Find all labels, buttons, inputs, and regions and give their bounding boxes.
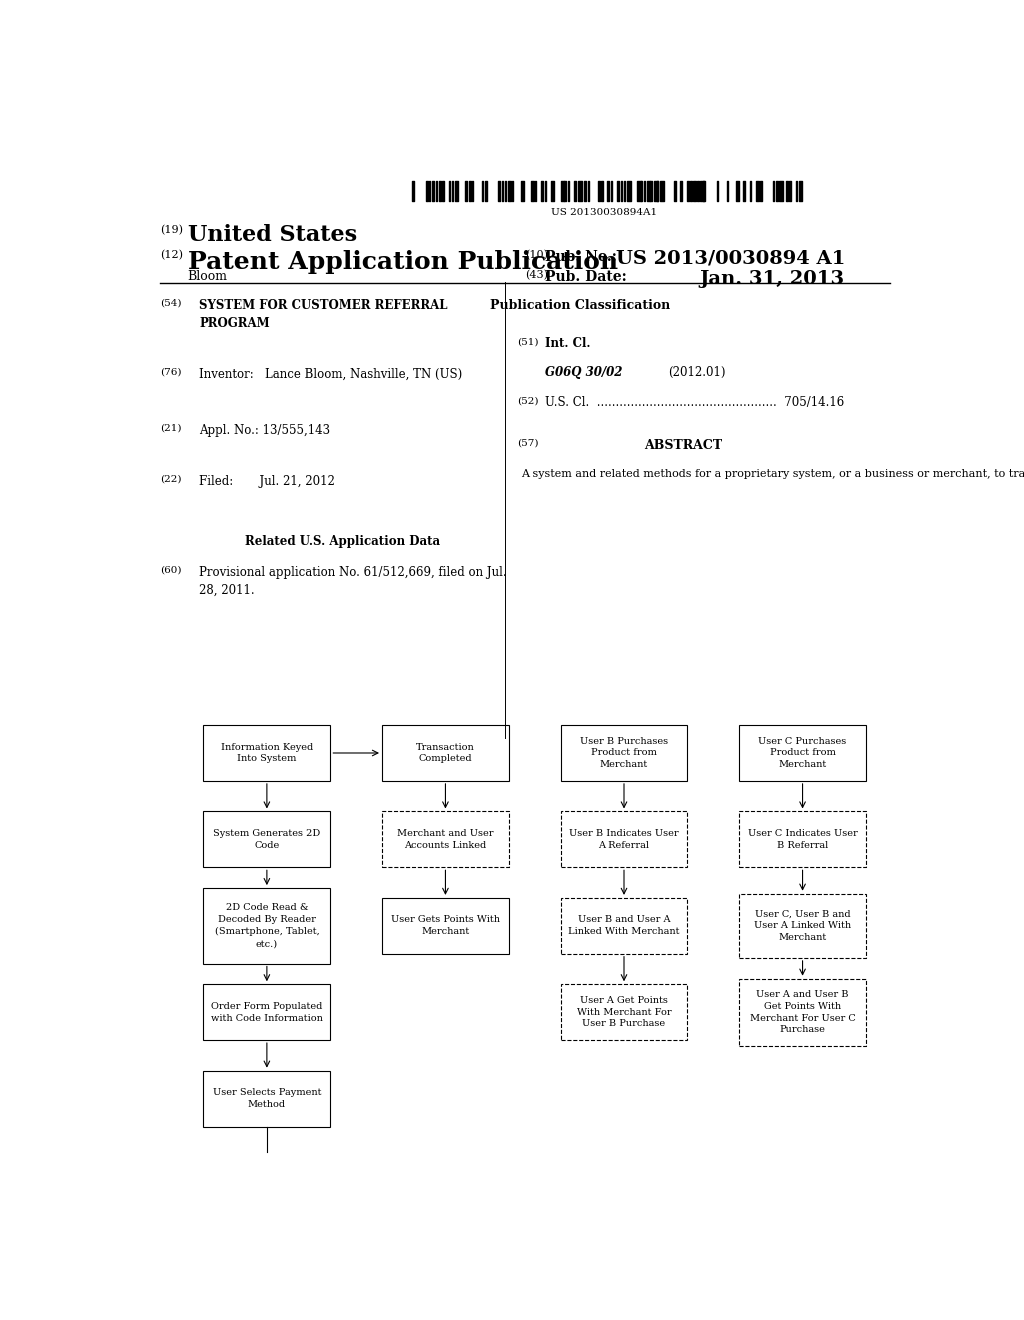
FancyBboxPatch shape xyxy=(739,894,866,958)
Text: User Selects Payment
Method: User Selects Payment Method xyxy=(213,1088,322,1109)
FancyBboxPatch shape xyxy=(560,898,687,954)
Text: Order Form Populated
with Code Information: Order Form Populated with Code Informati… xyxy=(211,1002,323,1023)
Text: United States: United States xyxy=(187,224,356,247)
Text: (12): (12) xyxy=(160,249,182,260)
Text: (2012.01): (2012.01) xyxy=(668,366,725,379)
Text: (43): (43) xyxy=(524,271,548,281)
Text: US 20130030894A1: US 20130030894A1 xyxy=(551,209,657,218)
Text: Jan. 31, 2013: Jan. 31, 2013 xyxy=(699,271,845,288)
FancyBboxPatch shape xyxy=(204,888,331,964)
FancyBboxPatch shape xyxy=(739,978,866,1045)
Text: G06Q 30/02: G06Q 30/02 xyxy=(545,366,622,379)
FancyBboxPatch shape xyxy=(204,725,331,781)
Text: Patent Application Publication: Patent Application Publication xyxy=(187,249,617,273)
Text: User B and User A
Linked With Merchant: User B and User A Linked With Merchant xyxy=(568,915,680,936)
Text: (60): (60) xyxy=(160,566,181,576)
Text: Pub. Date:: Pub. Date: xyxy=(545,271,627,284)
FancyBboxPatch shape xyxy=(382,812,509,867)
Text: User A Get Points
With Merchant For
User B Purchase: User A Get Points With Merchant For User… xyxy=(577,995,672,1028)
Text: SYSTEM FOR CUSTOMER REFERRAL
PROGRAM: SYSTEM FOR CUSTOMER REFERRAL PROGRAM xyxy=(200,298,447,330)
Text: User C Purchases
Product from
Merchant: User C Purchases Product from Merchant xyxy=(759,737,847,770)
Text: User A and User B
Get Points With
Merchant For User C
Purchase: User A and User B Get Points With Mercha… xyxy=(750,990,855,1035)
Text: ABSTRACT: ABSTRACT xyxy=(644,440,723,451)
Text: User C Indicates User
B Referral: User C Indicates User B Referral xyxy=(748,829,857,850)
FancyBboxPatch shape xyxy=(560,985,687,1040)
Text: User B Indicates User
A Referral: User B Indicates User A Referral xyxy=(569,829,679,850)
Text: (52): (52) xyxy=(517,396,539,405)
FancyBboxPatch shape xyxy=(382,898,509,954)
Text: (21): (21) xyxy=(160,424,181,433)
Text: Pub. No.:: Pub. No.: xyxy=(545,249,616,264)
Text: Int. Cl.: Int. Cl. xyxy=(545,338,590,350)
Text: (10): (10) xyxy=(524,249,548,260)
FancyBboxPatch shape xyxy=(739,725,866,781)
Text: (22): (22) xyxy=(160,474,181,483)
Text: Appl. No.: 13/555,143: Appl. No.: 13/555,143 xyxy=(200,424,331,437)
FancyBboxPatch shape xyxy=(560,812,687,867)
Text: System Generates 2D
Code: System Generates 2D Code xyxy=(213,829,321,850)
Text: Transaction
Completed: Transaction Completed xyxy=(416,743,475,763)
FancyBboxPatch shape xyxy=(382,725,509,781)
Text: (57): (57) xyxy=(517,440,539,447)
Text: Related U.S. Application Data: Related U.S. Application Data xyxy=(245,536,440,549)
Text: Information Keyed
Into System: Information Keyed Into System xyxy=(221,743,313,763)
Text: User Gets Points With
Merchant: User Gets Points With Merchant xyxy=(391,915,500,936)
Text: Filed:       Jul. 21, 2012: Filed: Jul. 21, 2012 xyxy=(200,474,335,487)
Text: U.S. Cl.  ................................................  705/14.16: U.S. Cl. ...............................… xyxy=(545,396,844,409)
Text: Bloom: Bloom xyxy=(187,271,227,284)
Text: A system and related methods for a proprietary system, or a business or merchant: A system and related methods for a propr… xyxy=(521,470,1024,479)
Text: Provisional application No. 61/512,669, filed on Jul.
28, 2011.: Provisional application No. 61/512,669, … xyxy=(200,566,507,597)
Text: Publication Classification: Publication Classification xyxy=(490,298,671,312)
Text: 2D Code Read &
Decoded By Reader
(Smartphone, Tablet,
etc.): 2D Code Read & Decoded By Reader (Smartp… xyxy=(214,903,319,948)
Text: (76): (76) xyxy=(160,368,181,376)
Text: (19): (19) xyxy=(160,224,182,235)
Text: User B Purchases
Product from
Merchant: User B Purchases Product from Merchant xyxy=(580,737,668,770)
Text: User C, User B and
User A Linked With
Merchant: User C, User B and User A Linked With Me… xyxy=(754,909,851,942)
Text: (54): (54) xyxy=(160,298,181,308)
Text: Merchant and User
Accounts Linked: Merchant and User Accounts Linked xyxy=(397,829,494,850)
Text: (51): (51) xyxy=(517,338,539,346)
Text: US 2013/0030894 A1: US 2013/0030894 A1 xyxy=(616,249,846,268)
FancyBboxPatch shape xyxy=(204,985,331,1040)
FancyBboxPatch shape xyxy=(560,725,687,781)
FancyBboxPatch shape xyxy=(739,812,866,867)
FancyBboxPatch shape xyxy=(204,812,331,867)
FancyBboxPatch shape xyxy=(204,1071,331,1126)
Text: Inventor:   Lance Bloom, Nashville, TN (US): Inventor: Lance Bloom, Nashville, TN (US… xyxy=(200,368,463,380)
